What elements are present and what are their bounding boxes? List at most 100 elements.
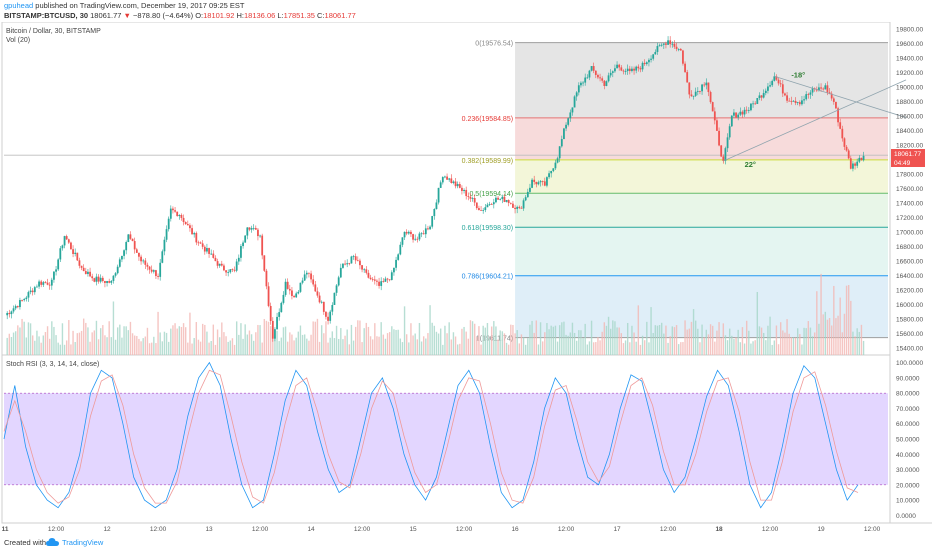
time-axis-labels[interactable]: 11 12:00 12 12:00 13 12:00 14 12:00 15 12:00 16 12:… bbox=[2, 526, 881, 533]
volume-bar bbox=[333, 338, 336, 355]
volume-bar bbox=[833, 285, 835, 355]
volume-bar bbox=[828, 317, 831, 355]
time-tick-label: 19 bbox=[817, 526, 825, 533]
candle-body bbox=[828, 92, 831, 94]
volume-bar bbox=[259, 325, 261, 355]
candle-body bbox=[265, 270, 268, 287]
time-tick-label: 12:00 bbox=[660, 526, 677, 533]
high-value: 18136.06 bbox=[244, 11, 276, 20]
volume-bar bbox=[775, 325, 778, 355]
volume-bar bbox=[620, 333, 623, 355]
volume-bar bbox=[55, 335, 57, 355]
candle-body bbox=[424, 228, 427, 235]
trendlines[interactable]: 22° -18° bbox=[723, 71, 907, 169]
volume-bar bbox=[507, 344, 510, 355]
price-axis-labels[interactable]: 19800.00 19600.00 19400.00 19200.00 19000.00… bbox=[896, 27, 923, 353]
volume-bar bbox=[533, 332, 535, 355]
candle-body bbox=[146, 264, 149, 267]
price-tick-label: 18800.00 bbox=[896, 99, 923, 106]
volume-bar bbox=[335, 325, 338, 355]
volume-bar bbox=[601, 331, 603, 355]
volume-bar bbox=[293, 340, 295, 355]
candle-body bbox=[499, 199, 502, 200]
candle-body bbox=[325, 311, 327, 317]
volume-bar bbox=[303, 334, 306, 355]
candle-body bbox=[384, 278, 387, 282]
volume-bar bbox=[189, 312, 191, 355]
volume-bar bbox=[310, 334, 312, 355]
fibonacci-retracement[interactable]: 0(19576.54) 0.236(19584.85) 0.382(19589.99… bbox=[462, 41, 888, 343]
volume-bar bbox=[490, 326, 493, 355]
volume-bar bbox=[229, 340, 232, 355]
volume-bar bbox=[429, 305, 431, 355]
candle-body bbox=[705, 82, 708, 86]
candle-body bbox=[276, 316, 278, 330]
candle-body bbox=[771, 80, 774, 86]
candle-body bbox=[36, 286, 38, 288]
volume-bar bbox=[397, 329, 399, 355]
candle-body bbox=[450, 178, 453, 184]
volume-bar bbox=[603, 322, 606, 355]
volume-bar bbox=[586, 344, 589, 355]
candle-body bbox=[210, 253, 213, 255]
candle-body bbox=[641, 62, 644, 70]
volume-bar bbox=[140, 341, 142, 355]
volume-bar bbox=[348, 344, 351, 355]
candle-body bbox=[441, 177, 444, 183]
volume-bar bbox=[89, 341, 91, 355]
candle-body bbox=[822, 88, 825, 90]
candle-body bbox=[728, 126, 731, 138]
candle-body bbox=[762, 93, 765, 98]
volume-bar bbox=[70, 344, 72, 355]
volume-bar bbox=[278, 341, 280, 355]
candle-body bbox=[212, 253, 215, 258]
candle-body bbox=[344, 263, 346, 265]
candle-body bbox=[531, 179, 533, 188]
candle-body bbox=[199, 242, 202, 244]
candle-body bbox=[594, 70, 597, 75]
candle-body bbox=[161, 251, 164, 263]
volume-bar bbox=[467, 338, 470, 355]
volume-bar bbox=[756, 291, 759, 355]
volume-bar bbox=[573, 332, 576, 355]
volume-bar bbox=[799, 334, 801, 355]
volume-bar bbox=[114, 339, 117, 355]
volume-bar bbox=[59, 344, 62, 355]
volume-bar bbox=[65, 340, 68, 355]
author-link[interactable]: gpuhead bbox=[4, 1, 34, 10]
volume-bar bbox=[161, 341, 164, 355]
candle-body bbox=[609, 72, 612, 76]
volume-bar bbox=[805, 328, 807, 355]
volume-bar bbox=[410, 323, 412, 355]
candle-body bbox=[856, 161, 859, 166]
volume-bar bbox=[346, 329, 348, 355]
candle-body bbox=[118, 259, 121, 267]
volume-bar bbox=[686, 329, 688, 355]
candle-body bbox=[433, 209, 436, 217]
volume-bar bbox=[660, 322, 663, 355]
candle-body bbox=[176, 211, 179, 217]
volume-bar bbox=[495, 326, 497, 355]
candle-body bbox=[522, 200, 525, 209]
candle-body bbox=[104, 280, 106, 283]
candle-body bbox=[186, 224, 189, 226]
chart-canvas[interactable]: 0(19576.54) 0.236(19584.85) 0.382(19589.99… bbox=[0, 22, 932, 536]
volume-bar bbox=[74, 342, 76, 355]
candle-body bbox=[818, 87, 820, 91]
volume-bar bbox=[624, 340, 627, 355]
candle-body bbox=[189, 225, 191, 229]
volume-bar bbox=[469, 320, 472, 355]
candle-body bbox=[769, 85, 771, 87]
volume-bar bbox=[331, 331, 334, 355]
price-tick-label: 16800.00 bbox=[896, 244, 923, 251]
candle-body bbox=[12, 308, 15, 312]
candle-body bbox=[87, 271, 89, 275]
fib-zone bbox=[515, 42, 888, 118]
candle-body bbox=[61, 245, 64, 249]
candle-body bbox=[807, 94, 810, 95]
volume-bar bbox=[497, 339, 499, 355]
candle-body bbox=[82, 267, 85, 272]
candle-body bbox=[703, 84, 706, 86]
tradingview-link[interactable]: TradingView bbox=[62, 538, 104, 547]
candle-body bbox=[767, 86, 769, 91]
